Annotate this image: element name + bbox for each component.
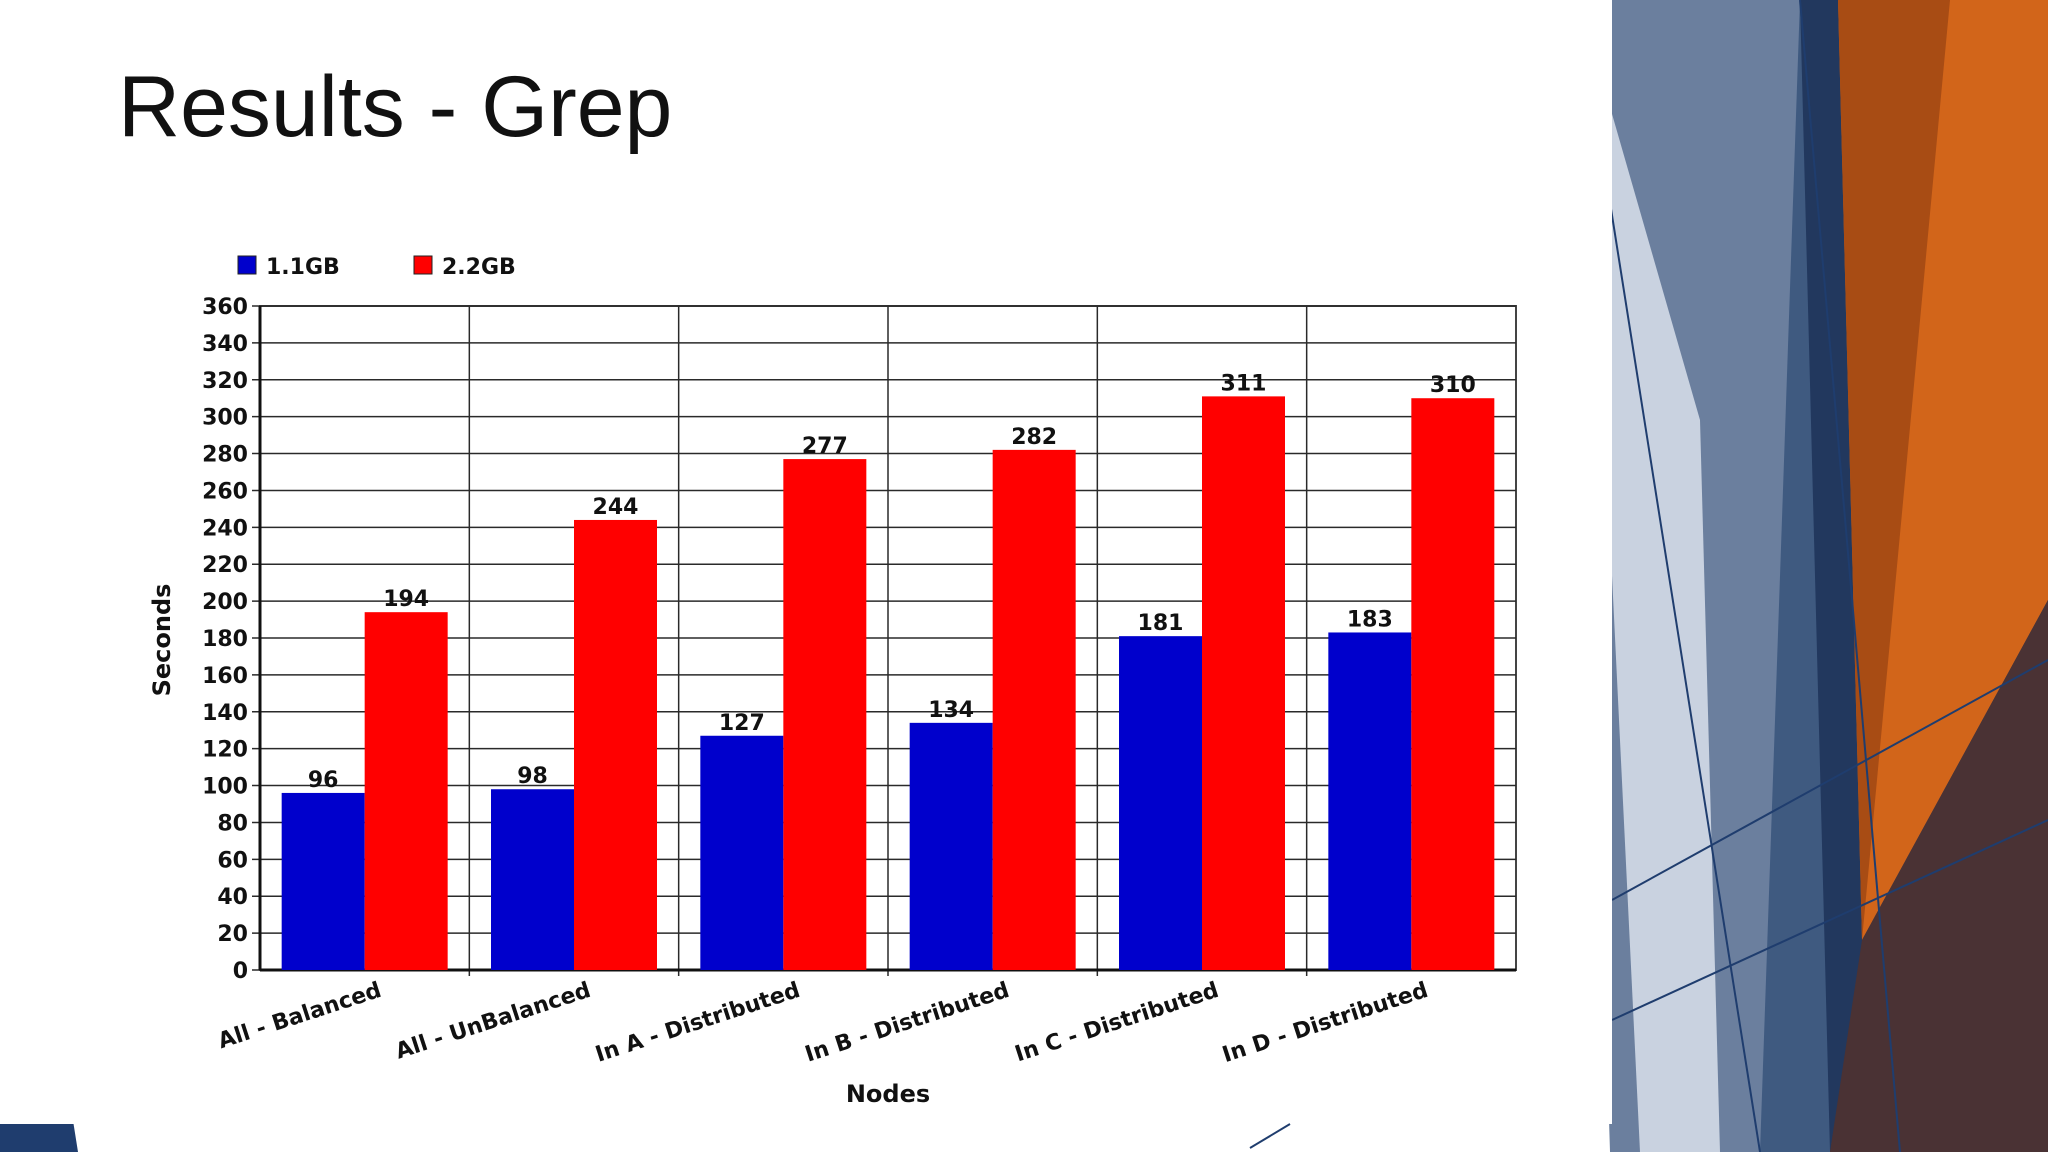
data-label: 310 — [1430, 373, 1476, 398]
x-tick-label: In A - Distributed — [593, 978, 804, 1068]
maroon-band — [1830, 600, 2048, 1152]
y-tick-label: 60 — [217, 848, 248, 873]
chart-bars — [281, 396, 1495, 970]
chart-legend: 1.1GB 2.2GB — [237, 255, 516, 280]
data-label: 311 — [1221, 371, 1267, 396]
y-tick-label: 40 — [217, 885, 248, 910]
bar — [1119, 636, 1202, 970]
x-tick-label: In B - Distributed — [802, 978, 1012, 1068]
deco-line — [1611, 819, 2048, 1021]
y-tick-label: 240 — [202, 516, 248, 541]
data-label: 181 — [1138, 611, 1184, 636]
bar — [364, 612, 448, 970]
bar — [1202, 396, 1285, 970]
y-tick-label: 320 — [202, 369, 248, 394]
right-pale-band — [1585, 20, 1720, 1152]
y-tick-label: 220 — [202, 553, 248, 578]
y-tick-label: 300 — [202, 406, 248, 431]
legend-label: 1.1GB — [266, 255, 340, 280]
slide-title: Results - Grep — [118, 59, 673, 155]
y-tick-label: 20 — [217, 922, 248, 947]
legend-label: 2.2GB — [442, 255, 516, 280]
deco-line — [1799, 0, 1901, 1152]
x-tick-label: All - Balanced — [215, 978, 384, 1054]
data-label: 277 — [802, 434, 848, 459]
y-tick-label: 260 — [202, 479, 248, 504]
data-label: 282 — [1011, 425, 1057, 450]
bar — [574, 519, 657, 970]
deco-line — [1249, 1123, 1291, 1149]
y-tick-label: 80 — [217, 811, 248, 836]
legend-swatch — [413, 255, 433, 275]
y-tick-label: 280 — [202, 443, 248, 468]
data-label: 134 — [928, 698, 974, 723]
x-tick-label: In D - Distributed — [1219, 978, 1431, 1068]
y-tick-label: 180 — [202, 627, 248, 652]
y-tick-label: 200 — [202, 590, 248, 615]
data-label: 183 — [1347, 607, 1393, 632]
y-tick-label: 160 — [202, 664, 248, 689]
y-tick-label: 360 — [202, 295, 248, 320]
data-label: 194 — [383, 587, 429, 612]
y-tick-label: 120 — [202, 738, 248, 763]
chart-grid — [252, 305, 1517, 976]
bar — [909, 722, 993, 970]
data-label: 98 — [517, 764, 548, 789]
data-label: 244 — [593, 495, 639, 520]
data-label: 96 — [308, 768, 339, 793]
bar — [992, 449, 1076, 970]
y-axis-title: Seconds — [148, 584, 176, 697]
bar — [1328, 632, 1412, 970]
x-tick-label: In C - Distributed — [1012, 978, 1222, 1067]
bar — [783, 459, 867, 970]
x-tick-label: All - UnBalanced — [393, 978, 594, 1065]
y-tick-label: 140 — [202, 701, 248, 726]
bar — [491, 789, 574, 970]
data-label: 127 — [719, 711, 765, 736]
x-axis-title: Nodes — [846, 1080, 930, 1108]
legend-swatch — [237, 255, 257, 275]
bar — [281, 792, 365, 970]
orange-shade — [1838, 0, 1950, 940]
bar — [1411, 398, 1495, 970]
y-tick-label: 340 — [202, 332, 248, 357]
deco-line — [1611, 659, 2048, 901]
bar — [700, 735, 784, 970]
y-tick-label: 0 — [233, 959, 248, 984]
y-tick-label: 100 — [202, 775, 248, 800]
